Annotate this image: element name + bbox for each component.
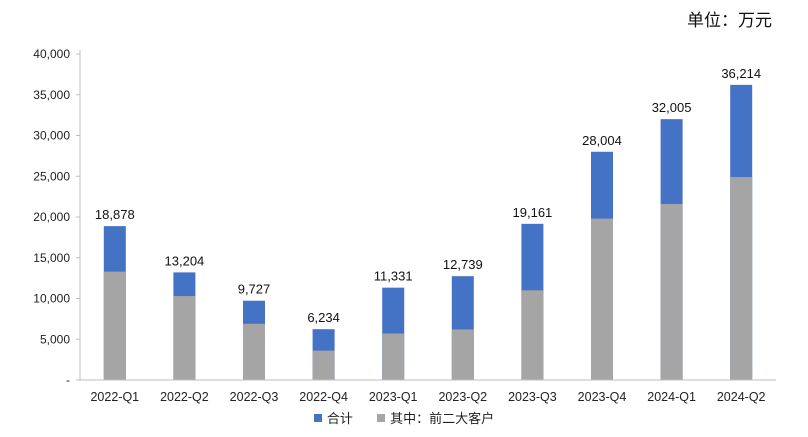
x-tick-label: 2022-Q3 [230, 390, 279, 404]
y-tick-label: 15,000 [33, 251, 70, 265]
data-label: 28,004 [582, 133, 622, 148]
bar-top2-customers [103, 271, 126, 380]
x-tick-label: 2023-Q2 [438, 390, 487, 404]
legend-item-total: 合计 [313, 408, 353, 427]
data-label: 9,727 [238, 282, 271, 297]
data-label: 13,204 [165, 253, 205, 268]
data-label: 32,005 [652, 100, 692, 115]
y-tick-label: 20,000 [33, 210, 70, 224]
y-tick-label: 10,000 [33, 292, 70, 306]
bar-top2-customers [243, 323, 265, 380]
data-label: 19,161 [513, 205, 553, 220]
legend-label-total: 合计 [326, 412, 353, 427]
data-label: 18,878 [95, 207, 135, 222]
data-label: 36,214 [721, 66, 761, 81]
bar-top2-customers [660, 203, 683, 380]
bars [103, 84, 753, 381]
y-tick-label: 25,000 [33, 169, 70, 183]
x-axis: 2022-Q1 2022-Q2 2022-Q3 2022-Q4 2023-Q1 2023-… [80, 379, 776, 404]
bar-top2-customers [451, 329, 474, 380]
x-tick-label: 2022-Q1 [90, 390, 139, 404]
x-tick-label: 2022-Q4 [299, 390, 348, 404]
x-tick-label: 2024-Q1 [647, 390, 696, 404]
bar-top2-customers [591, 218, 613, 380]
data-label: 6,234 [307, 310, 340, 325]
legend-item-top2: 其中：前二大客户 [377, 408, 494, 427]
bar-top2-customers [173, 296, 196, 380]
bar-top2-customers [312, 350, 335, 380]
bar-top2-customers [521, 290, 544, 380]
unit-label: 单位：万元 [687, 11, 772, 31]
x-tick-label: 2023-Q3 [508, 390, 557, 404]
data-label: 11,331 [374, 269, 413, 284]
x-tick-label: 2023-Q1 [369, 390, 418, 404]
x-tick-label: 2024-Q2 [717, 390, 766, 404]
data-labels: 18,878 13,204 9,727 6,234 11,331 12,739 19,161… [95, 66, 761, 325]
y-tick-label: - [66, 373, 70, 387]
legend-label-top2: 其中：前二大客户 [390, 412, 495, 427]
legend-swatch-top2 [377, 413, 386, 422]
y-tick-label: 40,000 [33, 47, 70, 61]
bar-top2-customers [730, 177, 753, 380]
y-tick-label: 35,000 [33, 88, 70, 102]
x-tick-label: 2023-Q4 [578, 390, 627, 404]
legend: 合计 其中：前二大客户 [0, 408, 808, 427]
legend-swatch-total [313, 413, 322, 422]
y-tick-label: 5,000 [40, 332, 70, 346]
bar-top2-customers [382, 333, 405, 380]
y-axis: - 5,000 10,000 15,000 20,000 25,000 30,000 35,0… [33, 47, 81, 387]
y-tick-label: 30,000 [33, 129, 70, 143]
data-label: 12,739 [443, 257, 483, 272]
x-tick-label: 2022-Q2 [160, 390, 209, 404]
